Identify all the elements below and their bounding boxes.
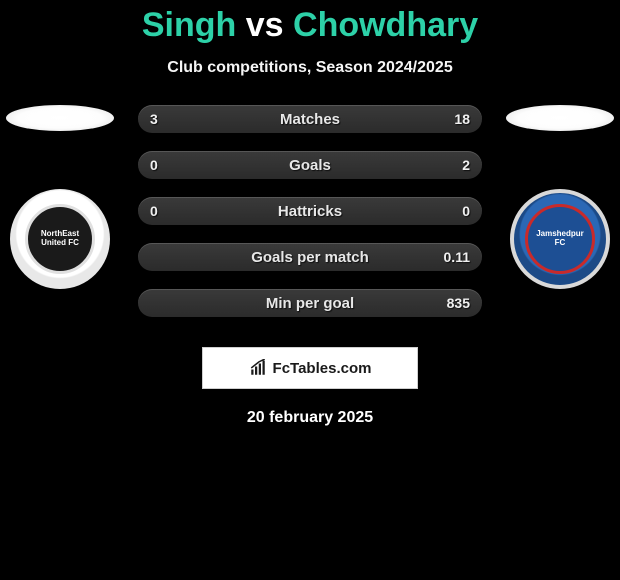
- date: 20 february 2025: [0, 409, 620, 427]
- stat-label: Goals: [138, 157, 482, 174]
- stat-row-min-per-goal: Min per goal 835: [138, 289, 482, 317]
- stat-left-value: 3: [150, 111, 186, 127]
- stat-row-goals-per-match: Goals per match 0.11: [138, 243, 482, 271]
- left-rating-pill: [6, 105, 114, 131]
- body-row: NorthEast United FC 3 Matches 18 0 Goals…: [0, 105, 620, 317]
- stat-left-value: 0: [150, 157, 186, 173]
- stat-right-value: 18: [434, 111, 470, 127]
- stat-left-value: 0: [150, 203, 186, 219]
- left-column: NorthEast United FC: [0, 105, 120, 289]
- brand-box: FcTables.com: [202, 347, 418, 389]
- bar-chart-icon: [249, 359, 267, 377]
- stat-label: Hattricks: [138, 203, 482, 220]
- right-club-label: Jamshedpur FC: [525, 204, 595, 274]
- left-club-badge: NorthEast United FC: [10, 189, 110, 289]
- right-club-badge: Jamshedpur FC: [510, 189, 610, 289]
- player1-name: Singh: [142, 6, 236, 44]
- comparison-card: Singh vs Chowdhary Club competitions, Se…: [0, 0, 620, 427]
- title: Singh vs Chowdhary: [0, 0, 620, 45]
- vs-separator: vs: [246, 6, 284, 44]
- left-club-label: NorthEast United FC: [25, 204, 95, 274]
- stat-label: Goals per match: [138, 249, 482, 266]
- right-rating-pill: [506, 105, 614, 131]
- player2-name: Chowdhary: [293, 6, 478, 44]
- stat-right-value: 2: [434, 157, 470, 173]
- stat-row-hattricks: 0 Hattricks 0: [138, 197, 482, 225]
- brand-text: FcTables.com: [273, 360, 372, 377]
- stat-row-goals: 0 Goals 2: [138, 151, 482, 179]
- stat-label: Min per goal: [138, 295, 482, 312]
- right-column: Jamshedpur FC: [500, 105, 620, 289]
- stat-row-matches: 3 Matches 18: [138, 105, 482, 133]
- stat-right-value: 0: [434, 203, 470, 219]
- subtitle: Club competitions, Season 2024/2025: [0, 59, 620, 77]
- stat-label: Matches: [138, 111, 482, 128]
- stat-right-value: 835: [434, 295, 470, 311]
- stat-right-value: 0.11: [434, 249, 470, 265]
- stats-column: 3 Matches 18 0 Goals 2 0 Hattricks 0 Goa…: [120, 105, 500, 317]
